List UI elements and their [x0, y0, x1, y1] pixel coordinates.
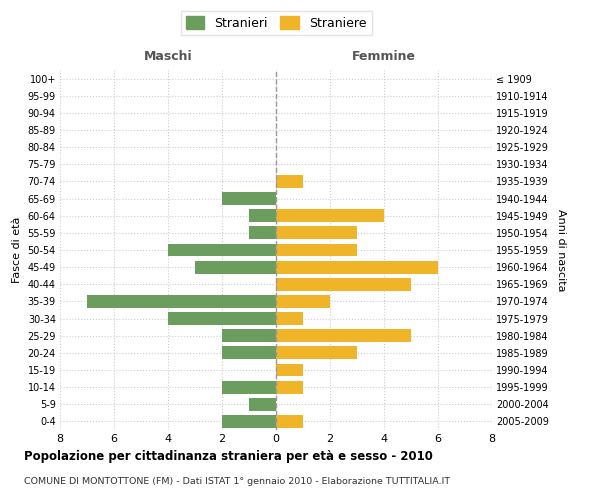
Bar — [222, 192, 276, 205]
Bar — [276, 175, 303, 188]
Bar — [276, 346, 357, 360]
Legend: Stranieri, Straniere: Stranieri, Straniere — [181, 11, 371, 35]
Bar — [87, 295, 276, 308]
Bar — [276, 380, 303, 394]
Bar — [195, 260, 276, 274]
Bar — [222, 330, 276, 342]
Text: Popolazione per cittadinanza straniera per età e sesso - 2010: Popolazione per cittadinanza straniera p… — [24, 450, 433, 463]
Y-axis label: Anni di nascita: Anni di nascita — [556, 209, 566, 291]
Bar — [222, 380, 276, 394]
Bar — [168, 244, 276, 256]
Bar — [276, 330, 411, 342]
Bar — [222, 415, 276, 428]
Text: COMUNE DI MONTOTTONE (FM) - Dati ISTAT 1° gennaio 2010 - Elaborazione TUTTITALIA: COMUNE DI MONTOTTONE (FM) - Dati ISTAT 1… — [24, 478, 450, 486]
Text: Maschi: Maschi — [143, 50, 193, 63]
Bar — [249, 226, 276, 239]
Bar — [276, 415, 303, 428]
Bar — [276, 226, 357, 239]
Bar — [276, 312, 303, 325]
Text: Femmine: Femmine — [352, 50, 416, 63]
Bar — [276, 295, 330, 308]
Bar — [249, 210, 276, 222]
Y-axis label: Fasce di età: Fasce di età — [12, 217, 22, 283]
Bar — [222, 346, 276, 360]
Bar — [276, 364, 303, 376]
Bar — [276, 278, 411, 290]
Bar — [276, 244, 357, 256]
Bar — [276, 260, 438, 274]
Bar — [276, 210, 384, 222]
Bar — [249, 398, 276, 410]
Bar — [168, 312, 276, 325]
